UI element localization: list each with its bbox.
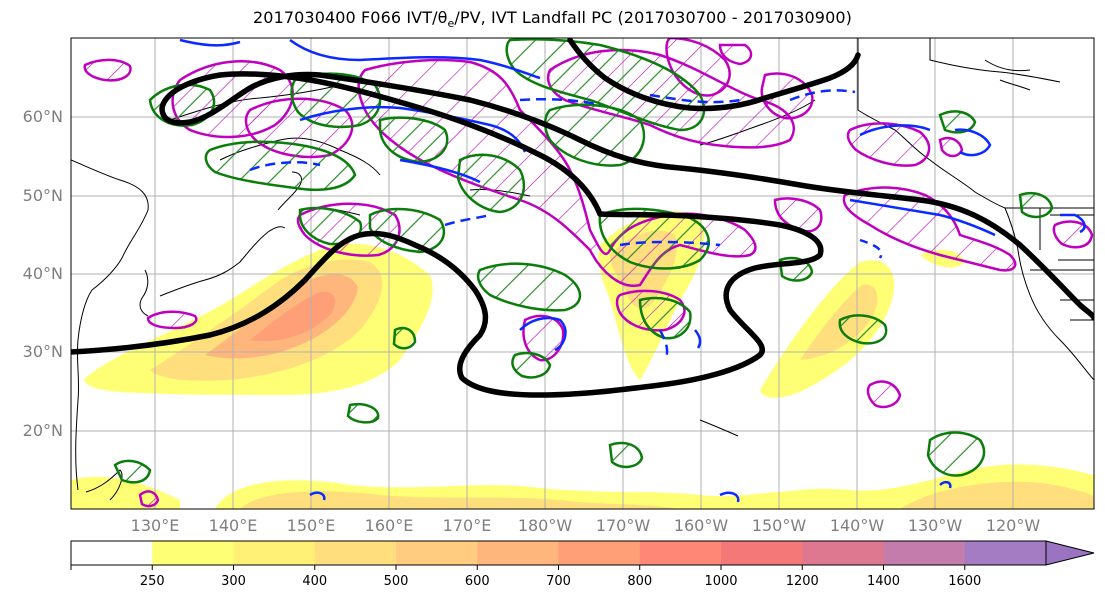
longitude-label: 140°W: [829, 516, 885, 535]
colorbar-tick-label: 500: [383, 574, 409, 589]
colorbar-segment: [71, 541, 153, 565]
colorbar-segment: [964, 541, 1047, 565]
colorbar-tick-label: 1000: [704, 574, 738, 589]
latitude-label: 50°N: [22, 186, 63, 205]
colorbar-segment: [558, 541, 641, 565]
colorbar-segment: [396, 541, 478, 565]
longitude-label: 170°W: [595, 516, 651, 535]
longitude-label: 140°E: [208, 516, 258, 535]
longitude-label: 160°W: [673, 516, 729, 535]
colorbar-tick-label: 800: [627, 574, 653, 589]
colorbar-tick-label: 400: [302, 574, 328, 589]
colorbar-tick-label: 1200: [785, 574, 819, 589]
colorbar-segment: [152, 541, 234, 565]
colorbar-segment: [314, 541, 397, 565]
colorbar-tick-label: 1600: [948, 574, 982, 589]
colorbar-tick-label: 600: [464, 574, 490, 589]
latitude-label: 60°N: [22, 107, 63, 126]
colorbar-segment: [233, 541, 316, 565]
colorbar-segment: [883, 541, 966, 565]
longitude-label: 130°W: [907, 516, 963, 535]
colorbar-segment: [721, 541, 803, 565]
map-title: 2017030400 F066 IVT/θe/PV, IVT Landfall …: [253, 8, 852, 31]
colorbar-tick-label: 300: [221, 574, 246, 589]
colorbar-segment: [802, 541, 884, 565]
longitude-label: 150°E: [286, 516, 336, 535]
longitude-label: 120°W: [985, 516, 1041, 535]
colorbar-tick-label: 250: [139, 574, 165, 589]
longitude-label: 160°E: [364, 516, 414, 535]
map-frame: [70, 37, 1095, 510]
colorbar-segment: [477, 541, 559, 565]
latitude-label: 20°N: [22, 421, 63, 440]
colorbar-tick-label: 1400: [866, 574, 901, 589]
colorbar: [70, 540, 1095, 570]
latitude-label: 40°N: [22, 264, 63, 283]
colorbar-tick-label: 700: [546, 574, 571, 589]
longitude-label: 150°W: [751, 516, 807, 535]
colorbar-segment: [639, 541, 722, 565]
pv-contours: [113, 38, 1054, 484]
longitude-label: 180°W: [517, 516, 573, 535]
colorbar-extend-arrow: [1045, 540, 1095, 566]
longitude-label: 170°E: [442, 516, 492, 535]
latitude-label: 30°N: [22, 342, 63, 361]
longitude-label: 130°E: [130, 516, 180, 535]
ivt-landfall-contours: [71, 38, 1094, 398]
